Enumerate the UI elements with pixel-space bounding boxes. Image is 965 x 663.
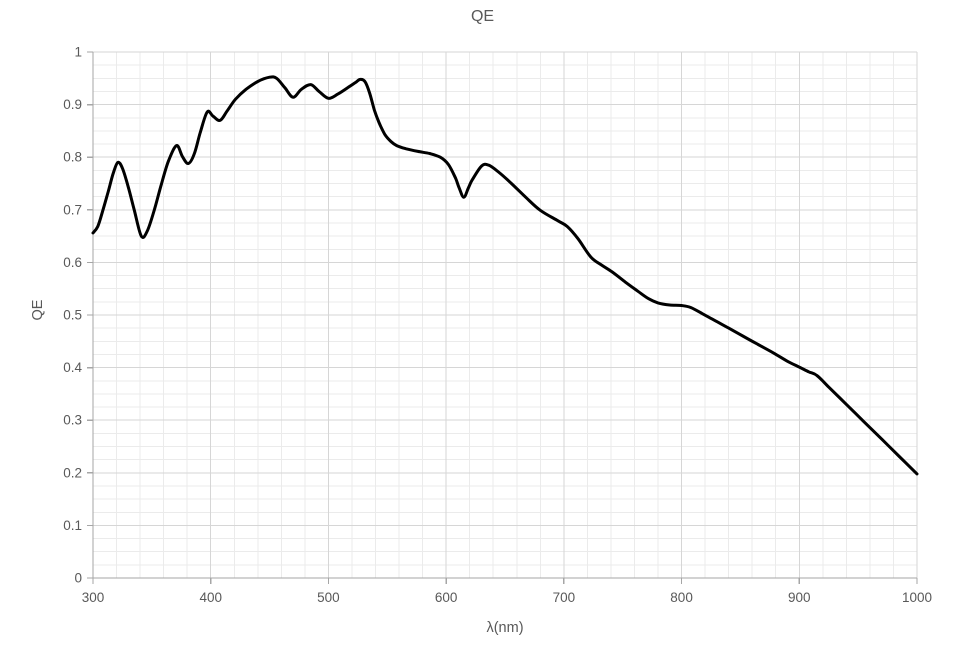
svg-text:1: 1 (74, 45, 82, 60)
svg-text:1000: 1000 (902, 590, 932, 605)
svg-text:300: 300 (82, 590, 105, 605)
svg-text:500: 500 (317, 590, 340, 605)
svg-text:0.8: 0.8 (63, 150, 82, 165)
x-axis-title: λ(nm) (486, 620, 524, 636)
svg-text:0.4: 0.4 (63, 360, 82, 375)
svg-text:0.3: 0.3 (63, 413, 82, 428)
svg-text:900: 900 (788, 590, 811, 605)
svg-text:0: 0 (74, 571, 82, 586)
svg-text:600: 600 (435, 590, 458, 605)
svg-text:0.7: 0.7 (63, 202, 82, 217)
svg-text:0.5: 0.5 (63, 308, 82, 323)
svg-text:700: 700 (553, 590, 576, 605)
svg-text:0.1: 0.1 (63, 518, 82, 533)
svg-text:0.6: 0.6 (63, 255, 82, 270)
svg-text:400: 400 (199, 590, 222, 605)
svg-text:800: 800 (670, 590, 693, 605)
svg-text:0.9: 0.9 (63, 97, 82, 112)
chart-title: QE (470, 8, 495, 25)
svg-text:0.2: 0.2 (63, 465, 82, 480)
y-axis-title: QE (30, 299, 46, 321)
